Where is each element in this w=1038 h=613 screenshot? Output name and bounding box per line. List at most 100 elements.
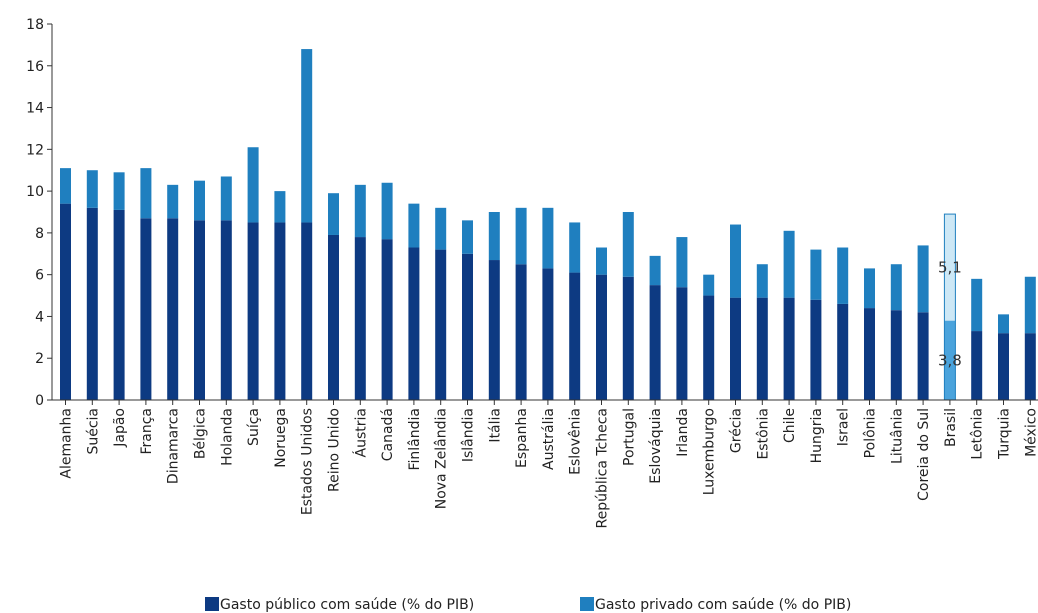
bar-private-14 <box>435 207 447 250</box>
y-tick-label: 16 <box>26 59 44 75</box>
bar-private-33 <box>944 214 956 321</box>
bar-private-8 <box>274 191 286 223</box>
legend-label-public: Gasto público com saúde (% do PIB) <box>220 597 474 613</box>
bar-private-25 <box>730 224 741 298</box>
bar-public-3 <box>140 218 152 400</box>
bar-private-5 <box>194 180 205 221</box>
x-category-label: Áustria <box>352 408 369 457</box>
x-category-label: Letônia <box>970 408 986 460</box>
brasil-private-value-label: 5,1 <box>938 258 962 276</box>
bar-public-19 <box>569 272 581 400</box>
legend-swatch-private <box>580 597 594 611</box>
brasil-public-value-label: 3,8 <box>938 351 962 369</box>
x-category-label: Coreia do Sul <box>916 408 932 501</box>
bar-public-4 <box>167 218 179 400</box>
x-category-label: Suécia <box>85 408 101 455</box>
x-category-label: Austrália <box>541 408 557 470</box>
bar-private-23 <box>676 237 688 288</box>
bar-public-27 <box>783 297 795 400</box>
bar-public-34 <box>971 331 983 400</box>
bar-private-1 <box>86 170 98 208</box>
bar-public-26 <box>756 297 768 400</box>
bar-private-31 <box>890 264 902 311</box>
bar-public-5 <box>194 220 205 400</box>
bar-private-12 <box>381 182 393 240</box>
bar-public-9 <box>301 222 313 400</box>
bar-public-18 <box>542 268 554 400</box>
x-category-label: Canadá <box>380 408 396 461</box>
x-category-label: Islândia <box>461 408 477 462</box>
bar-public-12 <box>381 239 393 400</box>
bar-private-4 <box>167 184 179 219</box>
bar-public-1 <box>86 207 98 400</box>
bar-public-28 <box>810 299 822 400</box>
bar-private-7 <box>247 147 259 223</box>
bar-private-34 <box>971 278 983 332</box>
bar-private-17 <box>515 207 527 265</box>
bar-public-36 <box>1024 333 1036 400</box>
bar-private-16 <box>488 212 500 261</box>
bar-private-6 <box>220 176 232 221</box>
y-axis: 0 2 4 6 8 10 12 14 16 18 <box>26 17 53 409</box>
bar-private-30 <box>864 268 875 309</box>
x-category-label: Luxemburgo <box>702 408 718 495</box>
bar-private-18 <box>542 207 554 269</box>
bar-public-32 <box>917 312 929 400</box>
bar-public-0 <box>60 203 71 400</box>
x-category-label: Portugal <box>621 408 637 466</box>
bar-public-25 <box>730 297 741 400</box>
x-category-label: Alemanha <box>59 408 75 479</box>
x-category-label: Turquia <box>997 408 1013 460</box>
bar-public-17 <box>515 264 527 400</box>
x-category-label: Noruega <box>273 408 289 468</box>
x-category-label: Holanda <box>219 408 235 466</box>
bar-public-33 <box>944 320 956 400</box>
y-tick-label: 18 <box>26 17 44 33</box>
bar-private-22 <box>649 255 661 286</box>
x-category-label: Hungria <box>809 408 825 463</box>
bar-public-13 <box>408 247 420 400</box>
x-category-label: Nova Zelândia <box>434 408 450 509</box>
bar-private-24 <box>703 274 715 296</box>
bar-private-36 <box>1024 276 1036 334</box>
x-category-label: Eslováquia <box>648 408 664 484</box>
brasil-annotations: 3,8 5,1 <box>938 258 962 369</box>
bar-private-28 <box>810 249 822 300</box>
bar-public-31 <box>890 310 902 400</box>
bar-public-8 <box>274 222 286 400</box>
x-category-label: Brasil <box>943 408 959 447</box>
x-category-label: República Tcheca <box>595 408 611 529</box>
x-category-label: Irlanda <box>675 408 691 457</box>
bar-private-11 <box>354 184 366 238</box>
bar-private-0 <box>60 168 71 204</box>
x-category-label: Eslovênia <box>568 408 584 475</box>
bar-public-11 <box>354 237 366 400</box>
bar-public-23 <box>676 287 688 400</box>
bar-public-10 <box>328 234 339 400</box>
bars <box>60 49 1036 401</box>
bar-private-10 <box>328 193 339 235</box>
x-axis: Alemanha Suécia Japão França Dinamarca Bélgic… <box>52 399 1038 529</box>
bar-private-9 <box>301 49 313 223</box>
bar-private-29 <box>837 247 849 304</box>
bar-private-13 <box>408 203 420 248</box>
bar-private-27 <box>783 230 795 298</box>
x-category-label: Itália <box>487 408 503 443</box>
bar-private-32 <box>917 245 929 313</box>
x-category-label: Reino Unido <box>327 408 343 492</box>
legend: Gasto público com saúde (% do PIB) Gasto… <box>205 597 851 613</box>
bar-private-3 <box>140 168 152 219</box>
x-category-label: México <box>1023 408 1038 457</box>
bar-public-21 <box>622 276 634 400</box>
x-category-label: Grécia <box>729 408 745 453</box>
x-category-label: Espanha <box>514 408 530 468</box>
bar-private-19 <box>569 222 581 273</box>
bar-private-35 <box>998 314 1009 334</box>
y-tick-label: 2 <box>35 351 44 367</box>
bar-public-22 <box>649 285 661 400</box>
bar-public-29 <box>837 303 849 400</box>
x-category-label: Finlândia <box>407 408 423 471</box>
y-tick-label: 6 <box>35 268 44 284</box>
x-category-label: Israel <box>836 408 852 446</box>
